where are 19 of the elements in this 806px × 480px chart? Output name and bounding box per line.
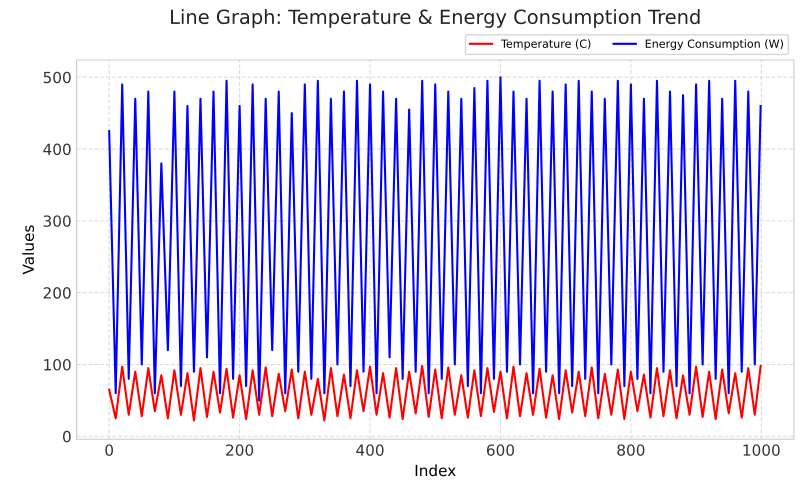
y-axis-title: Values — [22, 225, 34, 274]
x-tick-label: 200 — [226, 444, 254, 456]
y-tick-label: 300 — [44, 215, 71, 227]
y-tick-label: 0 — [62, 430, 71, 442]
x-tick-label: 400 — [356, 444, 384, 456]
x-tick-label: 1000 — [744, 444, 780, 456]
chart-title: Line Graph: Temperature & Energy Consumption Trend — [171, 9, 700, 28]
line-series — [108, 76, 762, 402]
x-axis-title: Index — [416, 464, 456, 476]
y-tick-label: 200 — [44, 287, 71, 299]
y-tick-label: 500 — [44, 72, 71, 84]
y-tick-label: 400 — [43, 144, 71, 156]
x-tick-label: 800 — [617, 444, 644, 456]
y-tick-label: 100 — [44, 358, 71, 371]
legend-label: Temperature (C) — [500, 39, 590, 50]
line-series — [108, 364, 762, 422]
x-tick-label: 0 — [105, 444, 114, 456]
x-tick-label: 600 — [486, 444, 514, 456]
legend-label: Energy Consumption (W) — [646, 39, 783, 50]
